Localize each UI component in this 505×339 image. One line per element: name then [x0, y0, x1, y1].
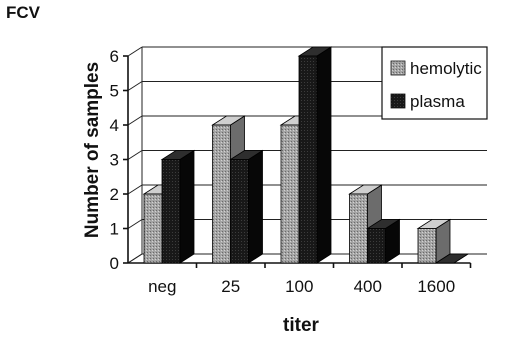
legend-swatch-hemolytic [390, 60, 406, 76]
y-axis-title: Number of samples [82, 62, 103, 238]
bar-plasma-400 [366, 218, 401, 264]
bar-side [316, 46, 332, 264]
gridline-depth [127, 115, 143, 126]
x-tick-labels: neg 25 100 400 1600 [148, 277, 455, 296]
bar-front [298, 55, 318, 264]
x-tick-label: 25 [221, 277, 240, 296]
bar-hemolytic-1600 [416, 218, 452, 264]
y-tick-label: 5 [110, 82, 119, 101]
x-axis-title: titer [283, 315, 320, 336]
legend-swatch-plasma [390, 93, 406, 109]
y-tick-label: 0 [110, 254, 119, 273]
bar-front [143, 193, 163, 264]
y-tick-label: 3 [110, 151, 119, 170]
bar-plasma-neg [160, 149, 196, 264]
legend-label-plasma: plasma [410, 92, 465, 111]
gridline-depth [127, 184, 143, 195]
bar-side [179, 149, 195, 264]
bar-front [161, 159, 181, 264]
bar-top [434, 253, 470, 264]
x-tick-label: 100 [285, 277, 313, 296]
x-tick-label: 400 [354, 277, 382, 296]
bar-front [349, 193, 368, 264]
bar-plasma-25 [229, 149, 264, 264]
bar-plasma-100 [297, 46, 333, 264]
bar-front [367, 228, 386, 264]
y-tick-labels: 0 1 2 3 4 5 6 [110, 47, 119, 273]
y-tick-label: 6 [110, 47, 119, 66]
panel-label: FCV [6, 3, 41, 22]
legend-box [381, 46, 488, 120]
bar-front [212, 124, 231, 264]
bar-front [417, 228, 437, 264]
x-tick-label: 1600 [417, 277, 455, 296]
legend: hemolytic plasma [381, 46, 488, 120]
gridline-depth [127, 150, 143, 160]
bar-front [230, 159, 249, 264]
y-tick-label: 4 [110, 116, 119, 135]
bars [142, 46, 470, 264]
gridline-depth [127, 219, 143, 229]
bar-front [280, 124, 300, 264]
y-tick-label: 2 [110, 185, 119, 204]
bar-side [248, 149, 263, 264]
legend-label-hemolytic: hemolytic [410, 59, 482, 78]
gridline-depth [127, 81, 143, 91]
x-tick-label: neg [148, 277, 176, 296]
bar-plasma-1600 [434, 253, 470, 264]
y-tick-label: 1 [110, 220, 119, 239]
gridline-depth [127, 46, 143, 57]
